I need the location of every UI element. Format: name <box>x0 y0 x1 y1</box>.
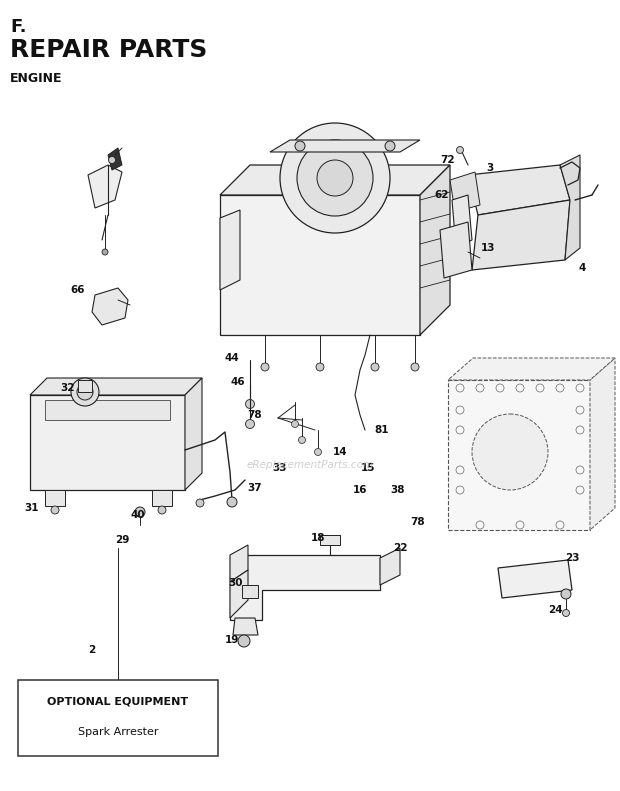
Circle shape <box>291 421 298 427</box>
Text: 30: 30 <box>229 578 243 588</box>
Text: OPTIONAL EQUIPMENT: OPTIONAL EQUIPMENT <box>48 697 188 707</box>
Circle shape <box>261 363 269 371</box>
Polygon shape <box>448 380 590 530</box>
Circle shape <box>238 635 250 647</box>
Polygon shape <box>78 380 92 392</box>
Text: 44: 44 <box>224 353 239 363</box>
Polygon shape <box>233 618 258 635</box>
Text: 46: 46 <box>231 377 246 387</box>
Circle shape <box>317 160 353 196</box>
Circle shape <box>562 610 570 616</box>
Text: 24: 24 <box>547 605 562 615</box>
Polygon shape <box>230 545 248 582</box>
Polygon shape <box>450 172 480 212</box>
Text: 1: 1 <box>89 683 95 693</box>
Circle shape <box>472 414 548 490</box>
Text: 81: 81 <box>374 425 389 435</box>
Text: 38: 38 <box>391 485 405 495</box>
Text: 13: 13 <box>480 243 495 253</box>
Polygon shape <box>230 570 248 618</box>
Text: 40: 40 <box>131 510 145 520</box>
Polygon shape <box>92 288 128 325</box>
Polygon shape <box>220 210 240 290</box>
Text: 2: 2 <box>89 645 95 655</box>
Text: 4: 4 <box>578 263 586 273</box>
Polygon shape <box>88 165 122 208</box>
Circle shape <box>371 363 379 371</box>
Text: 78: 78 <box>247 410 262 420</box>
Circle shape <box>158 506 166 514</box>
Polygon shape <box>108 148 122 170</box>
Polygon shape <box>220 195 420 335</box>
Polygon shape <box>185 378 202 490</box>
Text: 62: 62 <box>435 190 449 200</box>
Circle shape <box>298 437 306 444</box>
Polygon shape <box>320 535 340 545</box>
Circle shape <box>411 363 419 371</box>
Polygon shape <box>30 395 185 490</box>
Polygon shape <box>440 222 472 278</box>
Polygon shape <box>45 400 170 420</box>
Text: F.: F. <box>10 18 27 36</box>
Polygon shape <box>45 490 65 506</box>
Text: 32: 32 <box>61 383 75 393</box>
Bar <box>18 680 218 756</box>
Text: 18: 18 <box>311 533 326 543</box>
Polygon shape <box>152 490 172 506</box>
Polygon shape <box>30 378 202 395</box>
Polygon shape <box>498 560 572 598</box>
Circle shape <box>51 506 59 514</box>
Polygon shape <box>220 165 450 195</box>
Text: 66: 66 <box>71 285 86 295</box>
Text: 31: 31 <box>25 503 39 513</box>
Circle shape <box>561 589 571 599</box>
Circle shape <box>295 141 305 151</box>
Circle shape <box>246 419 254 429</box>
Text: 37: 37 <box>247 483 262 493</box>
Circle shape <box>227 497 237 507</box>
Text: Spark Arrester: Spark Arrester <box>78 727 158 737</box>
Circle shape <box>135 507 145 517</box>
Circle shape <box>71 378 99 406</box>
Circle shape <box>102 249 108 255</box>
Text: 72: 72 <box>441 155 455 165</box>
Polygon shape <box>560 155 580 260</box>
Polygon shape <box>448 358 615 380</box>
Circle shape <box>280 123 390 233</box>
Text: 15: 15 <box>361 463 375 473</box>
Text: 22: 22 <box>392 543 407 553</box>
Text: 29: 29 <box>115 535 129 545</box>
Text: 3: 3 <box>486 163 494 173</box>
Circle shape <box>316 363 324 371</box>
Polygon shape <box>590 358 615 530</box>
Polygon shape <box>468 165 570 215</box>
Text: 16: 16 <box>353 485 367 495</box>
Polygon shape <box>452 195 472 248</box>
Text: 23: 23 <box>565 553 579 563</box>
Polygon shape <box>380 548 400 585</box>
Text: 33: 33 <box>273 463 287 473</box>
Text: REPAIR PARTS: REPAIR PARTS <box>10 38 207 62</box>
Circle shape <box>108 157 115 164</box>
Circle shape <box>456 146 464 153</box>
Circle shape <box>246 399 254 408</box>
Circle shape <box>385 141 395 151</box>
Text: 14: 14 <box>333 447 347 457</box>
Text: eReplacementParts.com: eReplacementParts.com <box>246 460 374 470</box>
Polygon shape <box>420 165 450 335</box>
Circle shape <box>297 140 373 216</box>
Polygon shape <box>242 585 258 598</box>
Polygon shape <box>230 555 380 620</box>
Text: ENGINE: ENGINE <box>10 72 63 85</box>
Circle shape <box>196 499 204 507</box>
Circle shape <box>77 384 93 400</box>
Text: 78: 78 <box>410 517 425 527</box>
Circle shape <box>314 448 322 456</box>
Polygon shape <box>270 140 420 152</box>
Text: 19: 19 <box>225 635 239 645</box>
Polygon shape <box>472 200 570 270</box>
